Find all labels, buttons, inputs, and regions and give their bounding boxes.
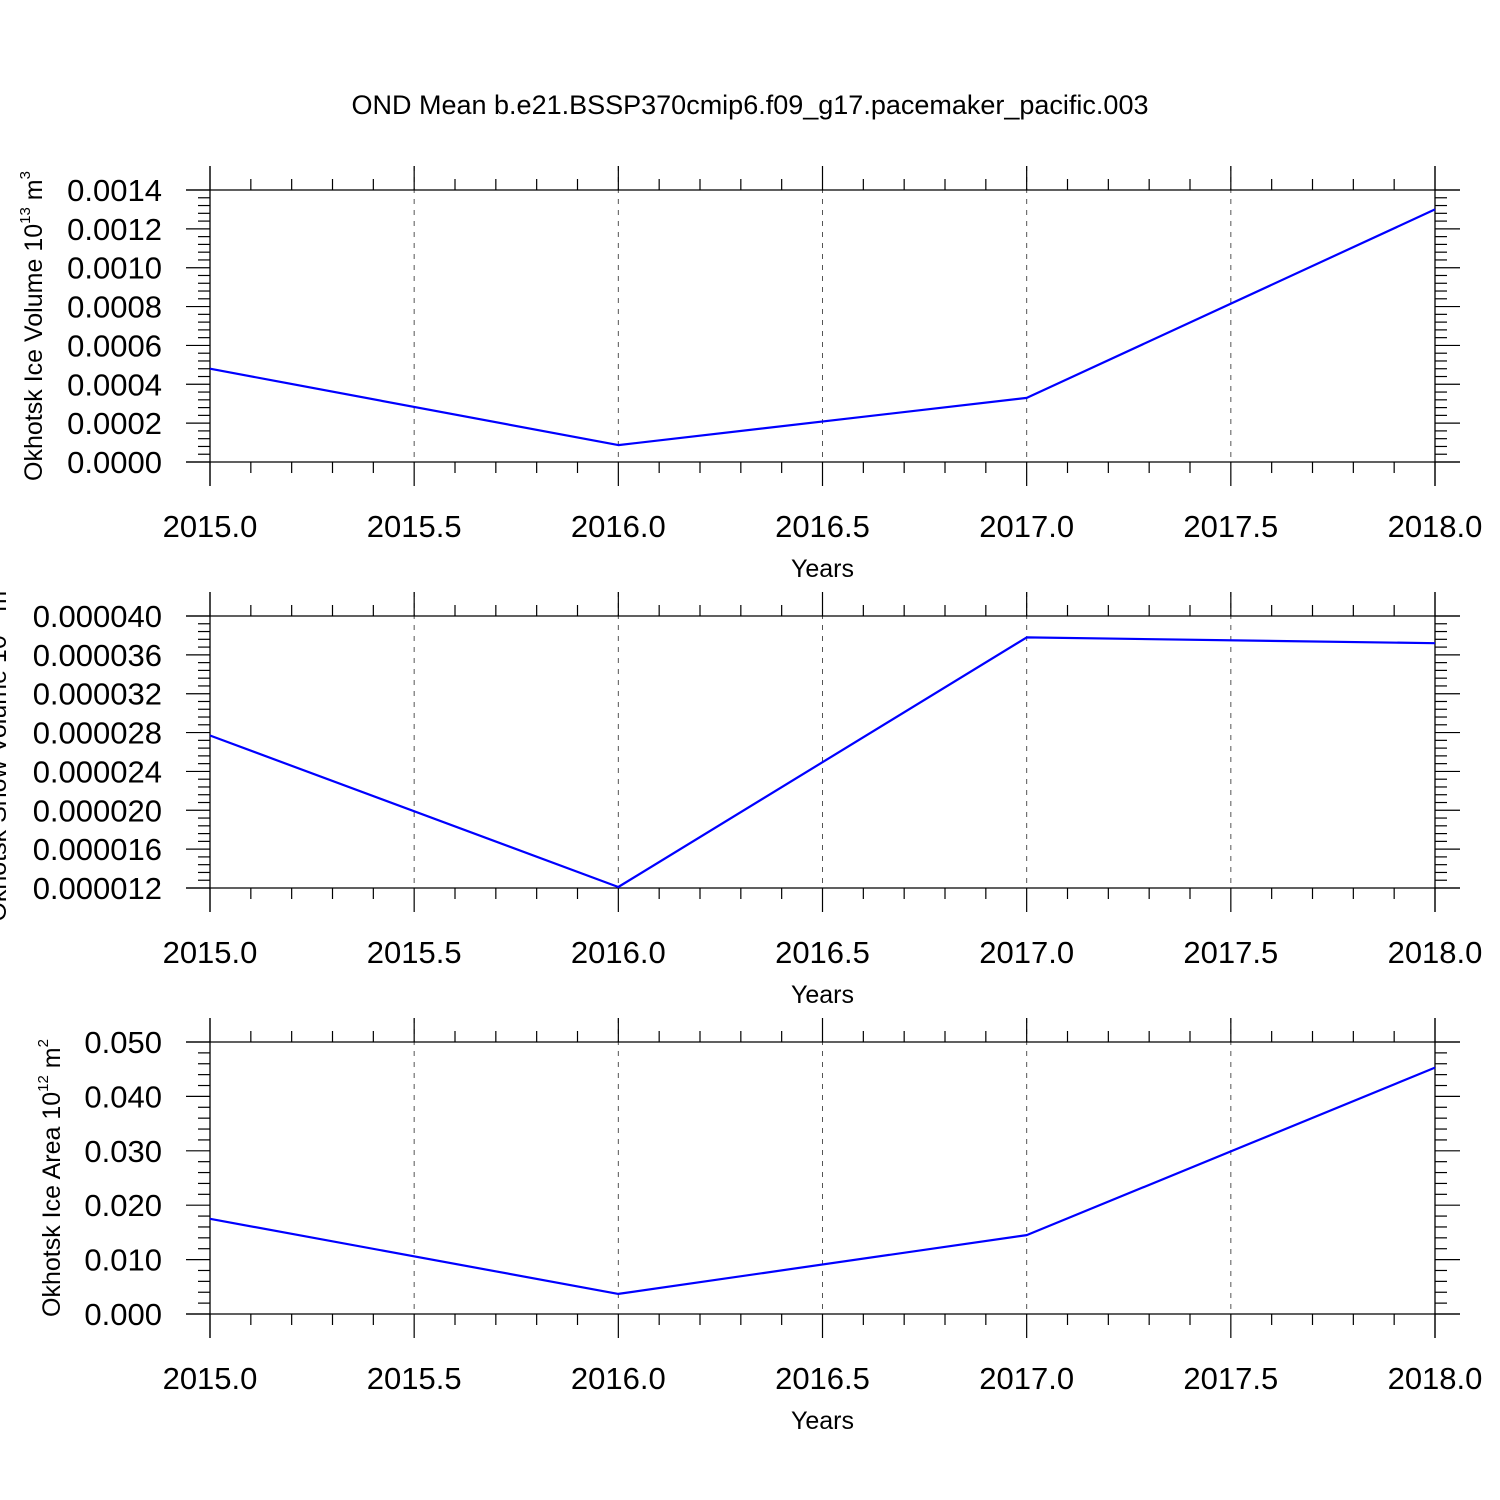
y-tick-label: 0.0010	[67, 251, 162, 286]
x-tick-label: 2017.5	[1183, 1361, 1278, 1396]
y-tick-label: 0.0006	[67, 328, 162, 363]
panel-3: 2015.0 2015.5 2016.0 2016.5 2017.0 2017.5 2018…	[35, 1018, 1482, 1435]
panel-2: 2015.0 2015.5 2016.0 2016.5 2017.0 2017.5 2018…	[0, 582, 1483, 1009]
y-tick-label: 0.020	[84, 1188, 162, 1223]
y-tick-label: 0.0004	[67, 367, 162, 402]
x-tick-label: 2016.5	[775, 509, 870, 544]
x-axis-label: Years	[791, 981, 854, 1009]
y-tick-label: 0.010	[84, 1243, 162, 1278]
y-tick-label: 0.030	[84, 1134, 162, 1169]
figure-title: OND Mean b.e21.BSSP370cmip6.f09_g17.pace…	[352, 90, 1149, 120]
x-tick-label: 2016.0	[571, 509, 666, 544]
y-tick-label: 0.040	[84, 1079, 162, 1114]
x-tick-label: 2018.0	[1388, 509, 1483, 544]
y-tick-label: 0.000024	[33, 754, 162, 789]
y-tick-label: 0.000032	[33, 677, 162, 712]
y-tick-label: 0.0008	[67, 290, 162, 325]
series-line	[209, 1066, 1436, 1296]
y-tick-label: 0.000012	[33, 871, 162, 906]
y-tick-label: 0.0012	[67, 212, 162, 247]
x-tick-label: 2016.5	[775, 1361, 870, 1396]
y-axis-label: Okhotsk Snow Volume 1013 m3	[0, 582, 12, 921]
x-tick-label: 2015.0	[163, 935, 258, 970]
x-tick-label: 2015.0	[163, 1361, 258, 1396]
x-axis-label: Years	[791, 1407, 854, 1435]
x-tick-label: 2017.0	[979, 1361, 1074, 1396]
x-tick-label: 2016.0	[571, 1361, 666, 1396]
y-tick-label: 0.0002	[67, 406, 162, 441]
x-tick-label: 2017.5	[1183, 509, 1278, 544]
x-tick-label: 2018.0	[1388, 935, 1483, 970]
y-tick-label: 0.000028	[33, 716, 162, 751]
x-tick-label: 2015.5	[367, 509, 462, 544]
x-tick-label: 2015.5	[367, 935, 462, 970]
series-line	[209, 208, 1436, 447]
y-tick-label: 0.000	[84, 1297, 162, 1332]
y-axis-label: Okhotsk Ice Area 1012 m2	[35, 1039, 66, 1317]
y-tick-label: 0.000020	[33, 793, 162, 828]
y-tick-label: 0.0000	[67, 445, 162, 480]
x-tick-label: 2017.0	[979, 935, 1074, 970]
x-tick-label: 2016.0	[571, 935, 666, 970]
x-tick-label: 2016.5	[775, 935, 870, 970]
y-tick-label: 0.000040	[33, 599, 162, 634]
y-tick-label: 0.000016	[33, 832, 162, 867]
series-line	[209, 636, 1436, 889]
y-tick-label: 0.050	[84, 1025, 162, 1060]
y-tick-label: 0.000036	[33, 638, 162, 673]
x-tick-label: 2017.5	[1183, 935, 1278, 970]
x-axis-label: Years	[791, 555, 854, 583]
x-tick-label: 2015.0	[163, 509, 258, 544]
x-tick-label: 2015.5	[367, 1361, 462, 1396]
x-tick-label: 2018.0	[1388, 1361, 1483, 1396]
y-tick-label: 0.0014	[67, 173, 162, 208]
panel-1: 2015.0 2015.5 2016.0 2016.5 2017.0 2017.5 2018…	[17, 166, 1482, 583]
x-tick-label: 2017.0	[979, 509, 1074, 544]
y-axis-label: Okhotsk Ice Volume 1013 m3	[17, 171, 48, 481]
